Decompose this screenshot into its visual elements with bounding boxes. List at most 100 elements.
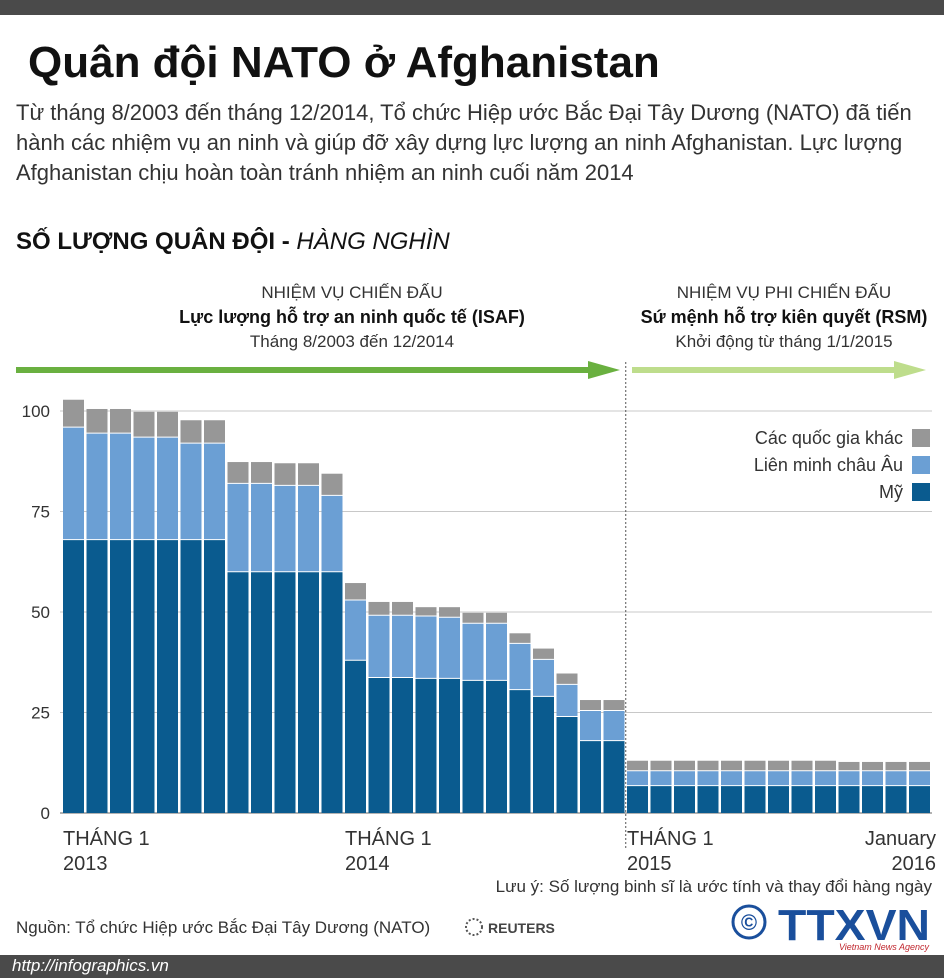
y-tick-label: 100	[22, 402, 50, 421]
bar-us	[345, 660, 366, 813]
bar-eu	[180, 443, 202, 540]
bar-other	[744, 760, 766, 771]
bar-other	[274, 463, 296, 486]
bar-other	[509, 633, 531, 644]
chart-subtitle: SỐ LƯỢNG QUÂN ĐỘI - HÀNG NGHÌN	[16, 228, 450, 256]
x-tick-label: 2013	[63, 853, 108, 875]
bar-eu	[885, 770, 907, 786]
intro-text: Từ tháng 8/2003 đến tháng 12/2014, Tổ ch…	[16, 100, 912, 185]
bar-eu	[204, 443, 225, 540]
bar-other	[157, 411, 178, 438]
top-bar	[0, 0, 944, 15]
legend-swatch-eu	[912, 456, 930, 474]
bar-eu	[110, 433, 131, 540]
bar-other	[650, 760, 672, 771]
bar-other	[697, 760, 719, 771]
x-tick-label: THÁNG 1	[627, 827, 714, 850]
bar-us	[110, 539, 131, 813]
bar-other	[885, 761, 907, 771]
isaf-phase-name: Lực lượng hỗ trợ an ninh quốc tế (ISAF)	[179, 306, 525, 327]
bar-eu	[345, 599, 366, 661]
bar-eu	[533, 659, 554, 697]
y-tick-label: 50	[31, 603, 50, 622]
bar-other	[791, 760, 813, 771]
bar-us	[180, 539, 202, 813]
bar-us	[321, 571, 343, 813]
rsm-phase-label: NHIỆM VỤ PHI CHIẾN ĐẤU	[677, 283, 891, 302]
bar-us	[157, 539, 178, 813]
x-tick-label: 2016	[892, 853, 937, 875]
bar-us	[603, 740, 625, 813]
bar-other	[486, 612, 507, 624]
bar-us	[697, 785, 719, 813]
legend-swatch-other	[912, 429, 930, 447]
y-tick-label: 0	[41, 804, 50, 823]
bar-eu	[368, 615, 390, 678]
bar-other	[909, 761, 930, 771]
y-tick-label: 25	[31, 704, 50, 723]
rsm-phase-dates: Khởi động từ tháng 1/1/2015	[675, 332, 892, 351]
bar-other	[556, 673, 578, 685]
bar-eu	[439, 617, 460, 679]
source-text: Nguồn: Tổ chức Hiệp ước Bắc Đại Tây Dươn…	[16, 918, 430, 937]
x-tick-label: THÁNG 1	[345, 827, 432, 850]
bar-eu	[298, 485, 319, 572]
bar-other	[204, 420, 225, 444]
bar-eu	[838, 770, 860, 786]
bar-other	[86, 408, 108, 434]
isaf-phase-dates: Tháng 8/2003 đến 12/2014	[250, 332, 454, 351]
bar-other	[110, 408, 131, 434]
chart-note: Lưu ý: Số lượng binh sĩ là ước tính và t…	[496, 877, 933, 896]
bar-other	[768, 760, 789, 771]
bar-other	[180, 420, 202, 444]
legend-label: Các quốc gia khác	[755, 428, 903, 448]
bar-us	[204, 539, 225, 813]
bar-us	[227, 571, 249, 813]
bar-other	[462, 612, 484, 624]
bar-other	[251, 462, 272, 484]
bar-us	[439, 678, 460, 813]
bar-us	[63, 539, 84, 813]
bar-us	[533, 696, 554, 813]
bar-other	[674, 760, 695, 771]
bar-eu	[815, 770, 836, 786]
bar-other	[721, 760, 742, 771]
bar-eu	[674, 770, 695, 786]
bar-eu	[650, 770, 672, 786]
bar-us	[650, 785, 672, 813]
bar-us	[274, 571, 296, 813]
bar-us	[721, 785, 742, 813]
ttxvn-subtitle: Vietnam News Agency	[839, 942, 930, 952]
bar-us	[838, 785, 860, 813]
bar-us	[674, 785, 695, 813]
bar-eu	[415, 616, 437, 679]
bar-eu	[86, 433, 108, 540]
subtitle-bold: SỐ LƯỢNG QUÂN ĐỘI -	[16, 228, 297, 255]
bar-other	[838, 761, 860, 771]
bar-us	[86, 539, 108, 813]
bar-us	[768, 785, 789, 813]
bar-us	[486, 680, 507, 813]
bar-us	[392, 677, 413, 813]
bar-us	[298, 571, 319, 813]
bar-other	[345, 583, 366, 600]
bar-other	[298, 463, 319, 486]
bar-us	[415, 678, 437, 813]
bar-eu	[392, 615, 413, 678]
bar-eu	[909, 770, 930, 786]
bar-eu	[744, 770, 766, 786]
bar-us	[862, 785, 883, 813]
bar-eu	[486, 623, 507, 681]
x-tick-label: 2014	[345, 853, 390, 875]
reuters-icon	[465, 918, 483, 936]
bar-us	[791, 785, 813, 813]
bar-eu	[274, 485, 296, 572]
footer-url: http://infographics.vn	[12, 956, 169, 975]
legend-label: Mỹ	[879, 482, 903, 502]
bar-us	[509, 689, 531, 813]
bar-us	[556, 716, 578, 813]
reuters-logo: REUTERS	[488, 920, 555, 936]
bar-other	[580, 700, 601, 711]
bar-other	[862, 761, 883, 771]
bar-other	[815, 760, 836, 771]
